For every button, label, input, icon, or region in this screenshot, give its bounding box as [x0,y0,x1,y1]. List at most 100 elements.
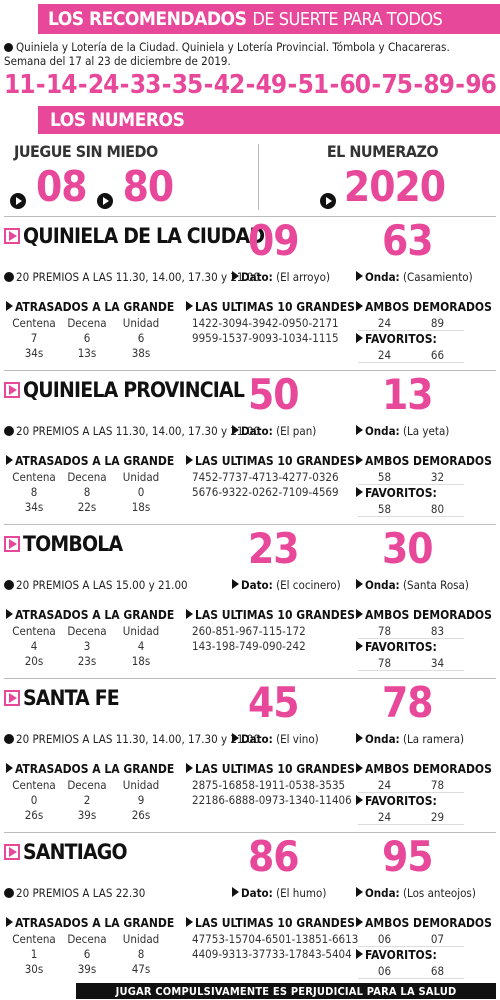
ultimas-line: 47753-15704-6501-13851-6613 [192,932,359,946]
ultimas-line: 7452-7737-4713-4277-0326 [192,470,339,484]
triangle-icon [186,301,193,311]
ultimas-values: 260-851-967-115-172 143-198-749-090-242 [192,624,306,654]
rec-number: 49 [255,70,288,100]
atrasado-value: 8 [30,485,38,499]
ambos-value: 07 [411,932,464,947]
atrasado-value: 8 [83,485,91,499]
onda-label: Onda: (La yeta) [356,424,449,438]
ultimas-title: LAS ULTIMAS 10 GRANDES [195,762,355,776]
onda-number: 30 [382,524,434,573]
favorito-value: 34 [411,656,464,671]
premios-text: 20 PREMIOS A LAS 11.30, 14.00, 17.30 y 2… [16,270,260,284]
onda-number: 13 [382,370,434,419]
triangle-icon [232,271,239,281]
play-icon [96,193,113,209]
premios-text: 20 PREMIOS A LAS 11.30, 14.00, 17.30 y 2… [16,424,260,438]
ambos-heading: AMBOS DEMORADOS [356,300,492,314]
col-header-unidad: Unidad [122,932,160,946]
triangle-icon [232,425,239,435]
premios-info: 20 PREMIOS A LAS 22.30 [4,886,145,900]
premios-info: 20 PREMIOS A LAS 11.30, 14.00, 17.30 y 2… [4,732,260,746]
play-icon [319,193,336,209]
atrasado-value: 8 [137,947,145,961]
ultimas-line: 4409-9313-37733-17843-5404 [192,947,352,961]
triangle-icon [232,733,239,743]
favoritos-heading: FAVORITOS: [356,948,437,962]
ambos-value: 24 [358,778,411,793]
dash-separator: - [35,70,46,100]
onda-number: 78 [382,678,434,727]
premios-text: 20 PREMIOS A LAS 22.30 [16,886,146,900]
ambos-values: 24 78 [358,778,464,793]
rec-number: 60 [339,70,372,100]
onda-label-text: Onda: [365,424,400,438]
triangle-icon [356,887,363,897]
ultimas-title: LAS ULTIMAS 10 GRANDES [195,300,355,314]
dato-label-text: Dato: [241,270,273,284]
atrasado-sorteos: 26s [131,808,151,822]
dato-number: 09 [248,216,300,265]
play-square-icon [4,536,20,552]
col-header-decena: Decena [67,624,107,638]
play-square-icon [4,844,20,860]
dash-separator: - [77,70,88,100]
game-section: QUINIELA DE LA CIUDAD 09 63 20 PREMIOS A… [0,216,500,370]
triangle-icon [356,609,363,619]
atrasado-sorteos: 20s [24,654,44,668]
numerazo-title: EL NUMERAZO [326,142,439,161]
ultimas-heading: LAS ULTIMAS 10 GRANDES [186,300,355,314]
atrasado-value: 6 [83,947,91,961]
ambos-value: 24 [358,316,411,331]
game-section: SANTIAGO 86 95 20 PREMIOS A LAS 22.30 Da… [0,832,500,986]
footer-warning: JUGAR COMPULSIVAMENTE ES PERJUDICIAL PAR… [76,983,496,999]
favoritos-heading: FAVORITOS: [356,486,437,500]
atrasados-heading: ATRASADOS A LA GRANDE [6,916,174,930]
header-title-bold: LOS RECOMENDADOS [48,8,247,30]
favoritos-values: 24 66 [358,348,464,363]
atrasados-table: Centena Decena Unidad 1 6 8 30s 39s 47s [8,932,168,977]
favorito-value: 66 [411,348,464,363]
atrasado-sorteos: 18s [131,654,151,668]
dato-text: (El vino) [276,732,319,746]
onda-label: Onda: (Casamiento) [356,270,473,284]
ultimas-title: LAS ULTIMAS 10 GRANDES [195,916,355,930]
col-header-unidad: Unidad [122,624,160,638]
favorito-value: 24 [358,348,411,363]
ambos-value: 83 [411,624,464,639]
ambos-title: AMBOS DEMORADOS [365,454,492,468]
game-name: QUINIELA PROVINCIAL [23,378,245,402]
ambos-title: AMBOS DEMORADOS [365,916,492,930]
favorito-value: 06 [358,964,411,979]
dato-label: Dato: (El arroyo) [232,270,330,284]
bullet-icon [4,272,14,282]
atrasados-title: ATRASADOS A LA GRANDE [15,300,175,314]
dash-separator: - [245,70,256,100]
dato-number: 23 [248,524,300,573]
rec-number: 33 [129,70,162,100]
atrasados-title: ATRASADOS A LA GRANDE [15,762,175,776]
premios-info: 20 PREMIOS A LAS 11.30, 14.00, 17.30 y 2… [4,424,260,438]
atrasados-title: ATRASADOS A LA GRANDE [15,454,175,468]
intro-line-2: Semana del 17 al 23 de diciembre de 2019… [4,54,231,68]
bullet-icon [4,426,14,436]
atrasado-sorteos: 34s [24,346,44,360]
col-header-centena: Centena [12,624,56,638]
onda-text: (Casamiento) [402,270,473,284]
dato-label: Dato: (El vino) [232,732,319,746]
favorito-value: 24 [358,810,411,825]
atrasados-title: ATRASADOS A LA GRANDE [15,608,175,622]
divider [4,216,496,217]
atrasados-heading: ATRASADOS A LA GRANDE [6,608,174,622]
game-section: SANTA FE 45 78 20 PREMIOS A LAS 11.30, 1… [0,678,500,832]
triangle-icon [232,887,239,897]
atrasado-value: 6 [137,331,145,345]
game-name: SANTA FE [23,686,120,710]
ultimas-title: LAS ULTIMAS 10 GRANDES [195,454,355,468]
ultimas-line: 1422-3094-3942-0950-2171 [192,316,339,330]
onda-number: 95 [382,832,434,881]
rec-number: 24 [87,70,120,100]
col-header-decena: Decena [67,470,107,484]
ambos-values: 78 83 [358,624,464,639]
atrasado-sorteos: 18s [131,500,151,514]
triangle-icon [6,455,13,465]
